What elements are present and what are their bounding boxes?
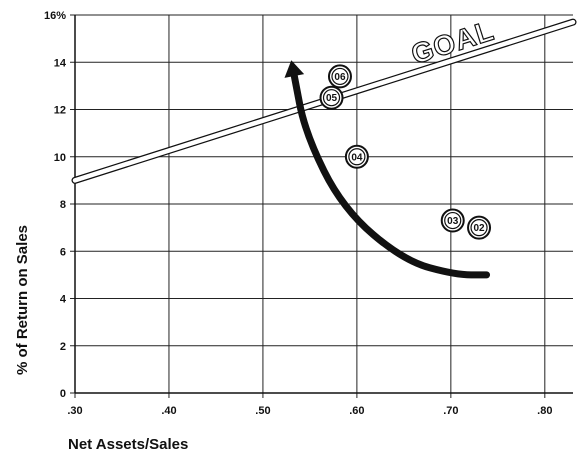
x-tick-label: .70 [443, 405, 458, 417]
data-points: 02 03 04 05 06 [319, 64, 492, 240]
y-tick-label: 8 [60, 199, 66, 211]
y-tick-label: 10 [54, 152, 66, 164]
x-tick-label: .60 [349, 405, 364, 417]
axes [70, 14, 573, 398]
data-point-06: 06 [327, 64, 352, 89]
y-tick-label: 0 [60, 388, 66, 400]
point-label: 06 [334, 72, 346, 83]
data-point-05: 05 [319, 85, 344, 110]
point-label: 04 [351, 152, 363, 163]
y-tick-label: 6 [60, 246, 66, 258]
point-label: 02 [473, 223, 485, 234]
point-label: 05 [326, 93, 338, 104]
y-tick-label: 4 [60, 294, 67, 306]
trend-arrow-shaft [290, 70, 491, 279]
point-marker-inner [444, 211, 462, 230]
x-tick-label: .30 [67, 405, 82, 417]
x-axis-label: Net Assets/Sales [68, 436, 188, 453]
x-tick-label: .50 [255, 405, 270, 417]
y-tick-label: 12 [54, 105, 66, 117]
data-point-03: 03 [440, 208, 465, 233]
x-tick-label: .40 [161, 405, 176, 417]
trend-arrow-head [284, 60, 305, 78]
data-point-02: 02 [467, 215, 492, 240]
x-tick-label: .80 [537, 405, 552, 417]
y-tick-label: 14 [54, 57, 67, 69]
trend-arrow [284, 60, 491, 279]
point-marker-inner [322, 89, 341, 107]
point-marker-inner [348, 148, 366, 166]
data-point-04: 04 [344, 144, 369, 169]
point-marker-inner [470, 219, 488, 237]
y-tick-label: 2 [60, 341, 66, 353]
grid [74, 14, 573, 393]
point-label: 03 [447, 216, 459, 227]
point-marker-inner [331, 67, 349, 86]
y-tick-label: 16% [44, 10, 66, 22]
y-axis-label: % of Return on Sales [14, 225, 31, 375]
